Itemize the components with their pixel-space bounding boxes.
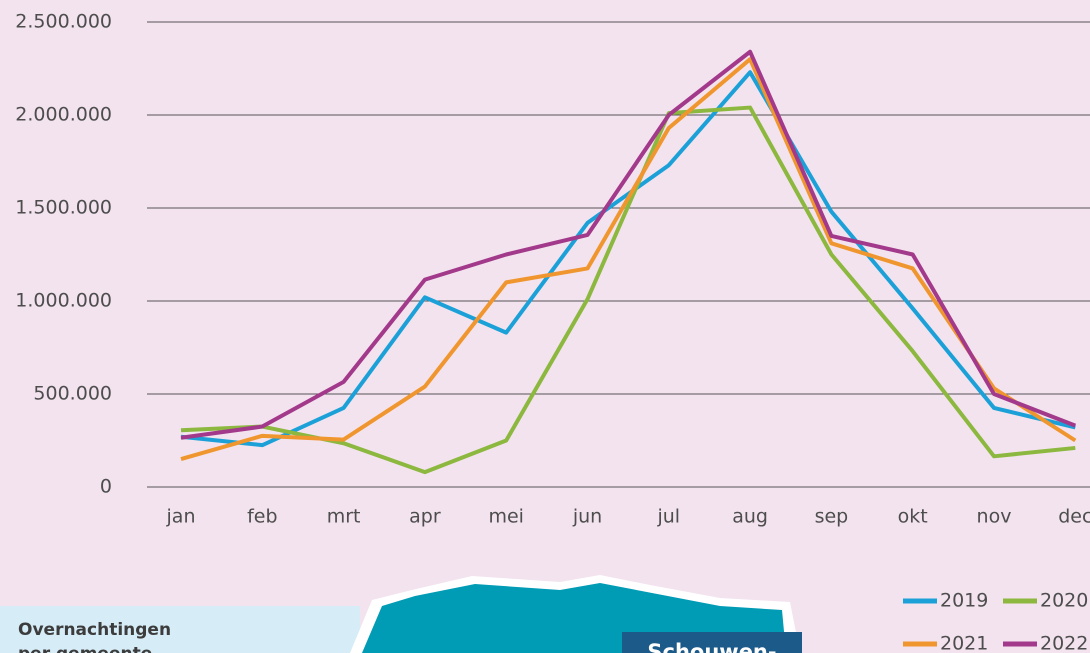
y-tick-label: 2.500.000 xyxy=(15,11,112,33)
series-line xyxy=(180,70,1076,448)
x-tick-label: jan xyxy=(166,506,196,528)
y-tick-label: 1.500.000 xyxy=(15,197,112,219)
y-tick-label: 2.000.000 xyxy=(15,104,112,126)
info-box-text: Overnachtingen per gemeente xyxy=(18,620,172,653)
legend-label: 2019 xyxy=(940,590,988,612)
x-tick-label: jul xyxy=(656,506,680,528)
x-tick-label: mrt xyxy=(327,506,361,528)
x-tick-label: jun xyxy=(572,506,602,528)
series-line xyxy=(180,57,1077,462)
legend-label: 2021 xyxy=(940,633,988,653)
plot: 0 500.000 1.000.000 1.500.000 2.000.000 2.500… xyxy=(15,11,1090,528)
info-box xyxy=(0,606,360,653)
x-tick-label: nov xyxy=(977,506,1012,528)
map-label-box xyxy=(622,632,802,653)
x-tick-label: dec xyxy=(1058,506,1090,528)
series-line xyxy=(180,49,1077,440)
x-tick-label: sep xyxy=(815,506,849,528)
info-title: Overnachtingen per gemeente xyxy=(18,620,172,653)
x-tick-label: feb xyxy=(247,506,277,528)
x-tick-label: mei xyxy=(488,506,523,528)
x-tick-label: aug xyxy=(732,506,768,528)
legend-label: 2022 xyxy=(1040,633,1088,653)
y-tick-label: 0 xyxy=(100,476,112,498)
legend-label: 2020 xyxy=(1040,590,1088,612)
x-tick-label: okt xyxy=(898,506,928,528)
y-tick-label: 1.000.000 xyxy=(15,290,112,312)
x-tick-label: apr xyxy=(409,506,441,528)
map-label: Schouwen- xyxy=(647,640,776,653)
series-line xyxy=(180,105,1076,475)
y-tick-label: 500.000 xyxy=(33,383,112,405)
